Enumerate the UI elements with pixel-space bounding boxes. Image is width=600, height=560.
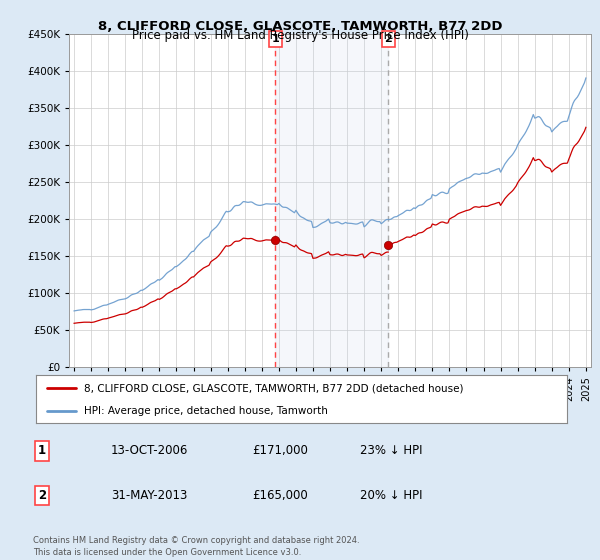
Text: HPI: Average price, detached house, Tamworth: HPI: Average price, detached house, Tamw… [84, 406, 328, 416]
Text: £171,000: £171,000 [252, 444, 308, 458]
Text: 1: 1 [38, 444, 46, 458]
Text: 8, CLIFFORD CLOSE, GLASCOTE, TAMWORTH, B77 2DD: 8, CLIFFORD CLOSE, GLASCOTE, TAMWORTH, B… [98, 20, 502, 32]
Text: 20% ↓ HPI: 20% ↓ HPI [360, 489, 422, 502]
Text: 23% ↓ HPI: 23% ↓ HPI [360, 444, 422, 458]
Text: Price paid vs. HM Land Registry's House Price Index (HPI): Price paid vs. HM Land Registry's House … [131, 29, 469, 42]
Text: 31-MAY-2013: 31-MAY-2013 [111, 489, 187, 502]
Text: 1: 1 [271, 34, 279, 44]
Text: Contains HM Land Registry data © Crown copyright and database right 2024.
This d: Contains HM Land Registry data © Crown c… [33, 536, 359, 557]
Text: 13-OCT-2006: 13-OCT-2006 [111, 444, 188, 458]
Text: £165,000: £165,000 [252, 489, 308, 502]
Text: 2: 2 [38, 489, 46, 502]
Bar [275, 34, 388, 367]
Text: 2: 2 [385, 34, 392, 44]
Text: 8, CLIFFORD CLOSE, GLASCOTE, TAMWORTH, B77 2DD (detached house): 8, CLIFFORD CLOSE, GLASCOTE, TAMWORTH, B… [84, 383, 463, 393]
